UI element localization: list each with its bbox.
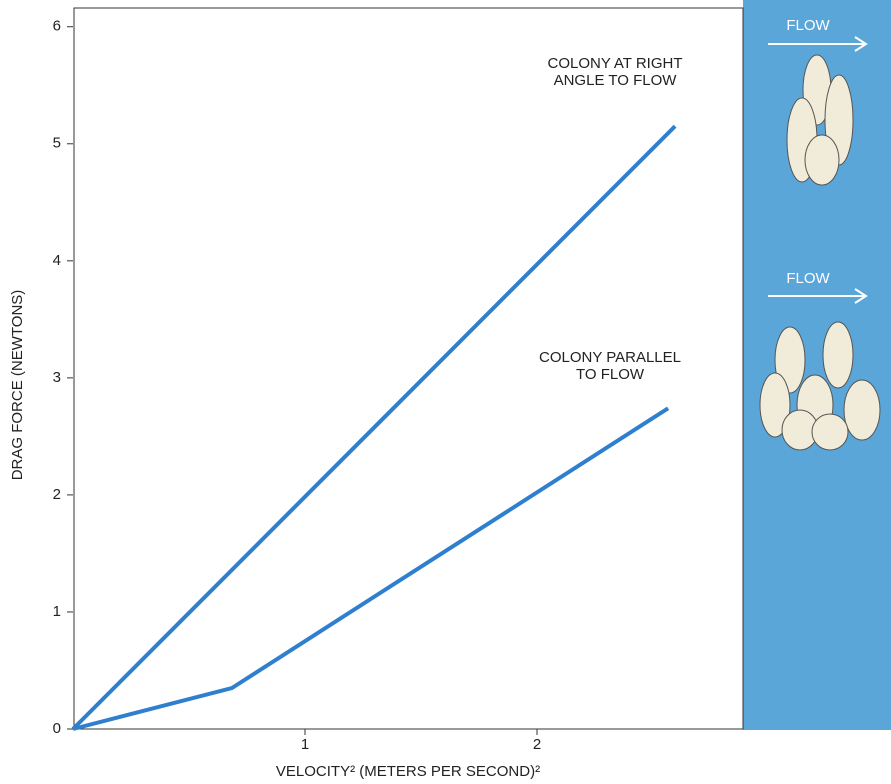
flow-label: FLOW [786,17,830,34]
y-tick-label: 1 [53,603,61,620]
x-tick-label: 1 [301,736,309,753]
x-tick-label: 2 [533,736,541,753]
y-axis-label: DRAG FORCE (NEWTONS) [9,290,26,481]
y-tick-label: 2 [53,486,61,503]
annotation: COLONY AT RIGHT [547,55,682,72]
y-tick-label: 4 [53,252,61,269]
y-tick-label: 6 [53,18,61,35]
flow-label: FLOW [786,270,830,287]
annotation: ANGLE TO FLOW [554,72,678,89]
y-tick-label: 5 [53,135,61,152]
series-line [73,126,675,729]
y-tick-label: 3 [53,369,61,386]
chart: 0 1 2 3 4 5 6 1 2 VELOCITY² (METERS PER SECOND)² D… [0,0,891,784]
annotation: TO FLOW [576,366,645,383]
x-axis-label: VELOCITY² (METERS PER SECOND)² [276,763,540,780]
series-line [73,408,668,729]
y-tick-label: 0 [53,720,61,737]
annotation: COLONY PARALLEL [539,349,681,366]
